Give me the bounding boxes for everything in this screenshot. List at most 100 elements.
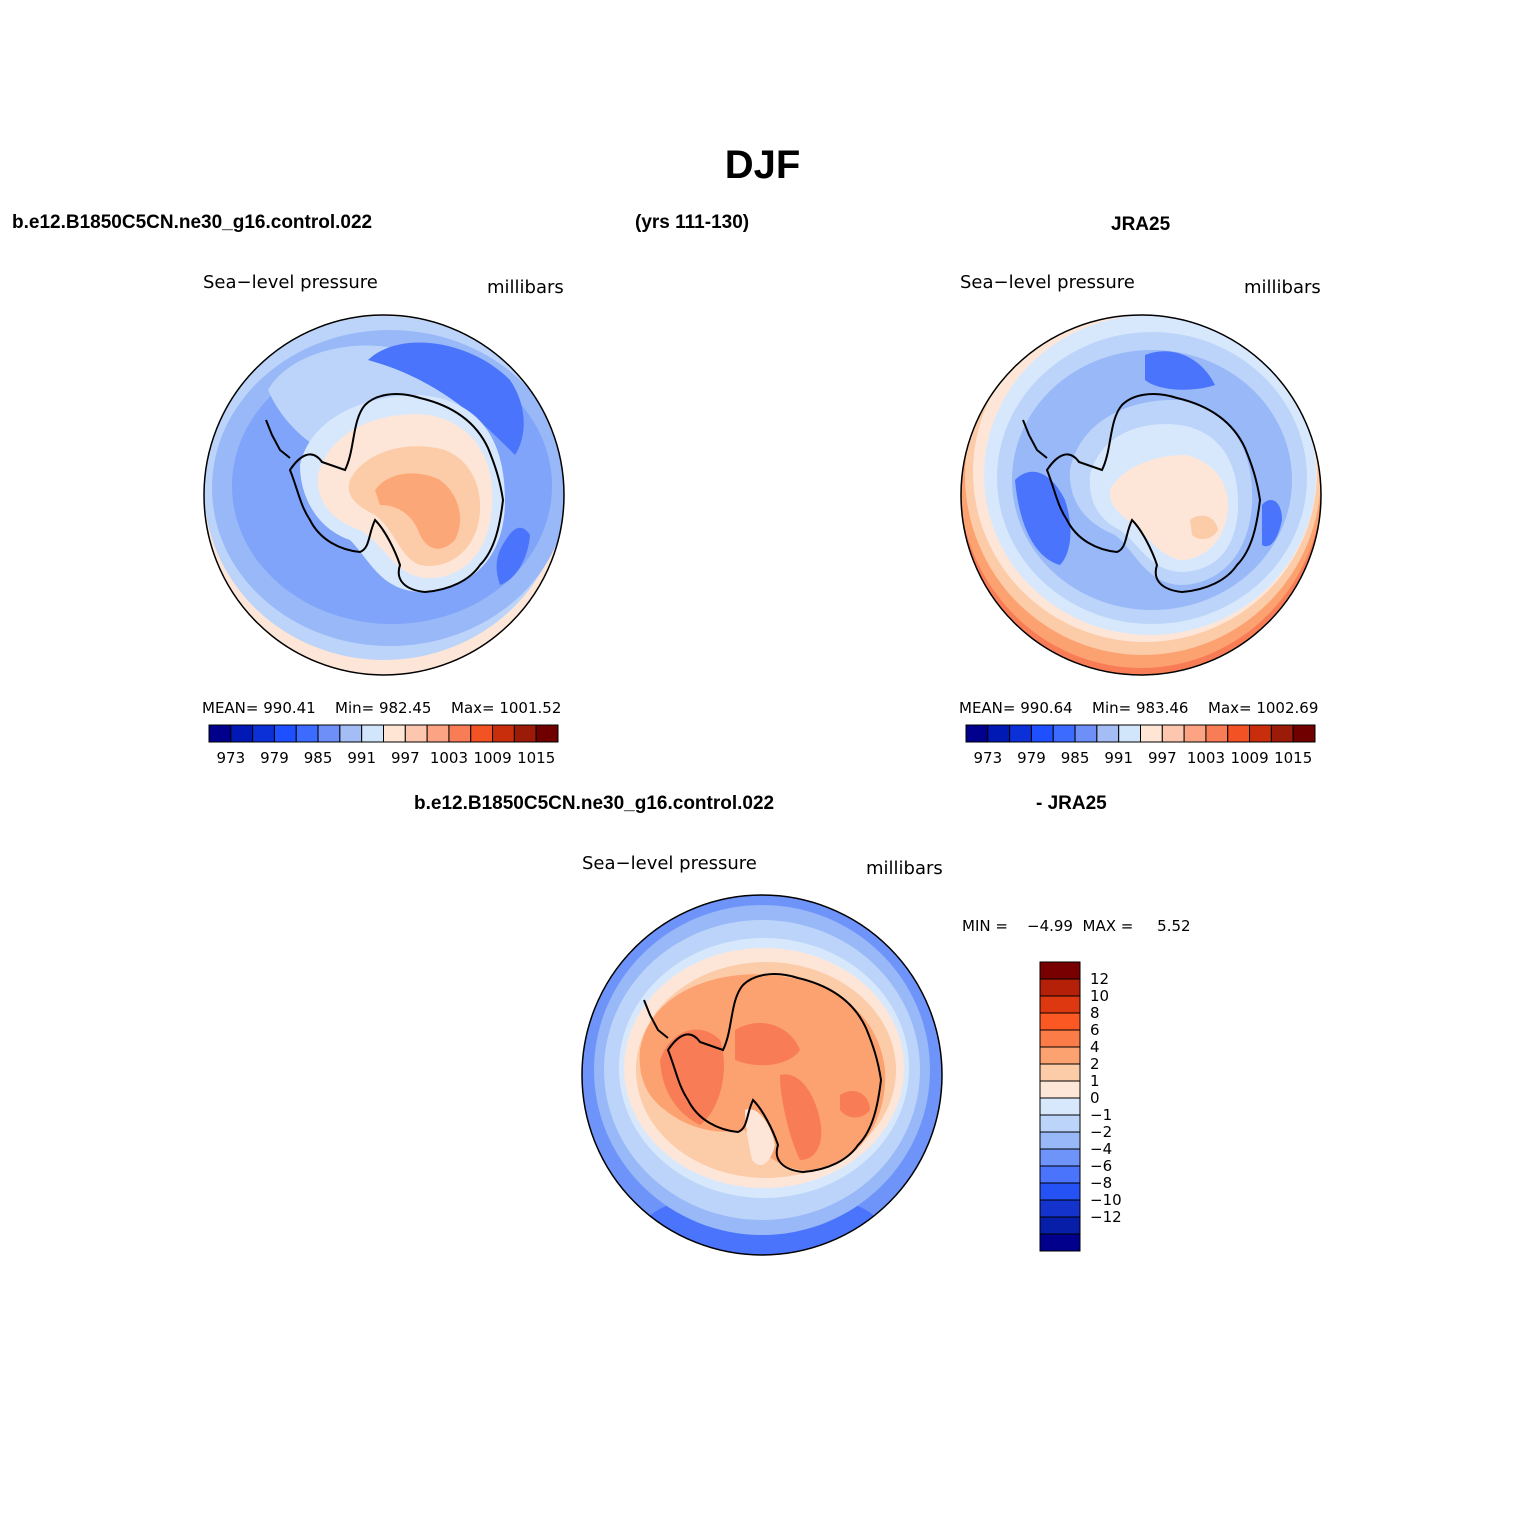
model-max-stat: Max= 1001.52	[451, 699, 562, 717]
obs-colorbar-swatch	[1205, 724, 1229, 743]
diff-colorbar-swatch	[1039, 1046, 1081, 1065]
model-colorbar-swatch	[404, 724, 428, 743]
model-colorbar-swatch	[448, 724, 472, 743]
model-colorbar-tick-label: 991	[347, 749, 376, 767]
model-mean-stat: MEAN= 990.41	[202, 699, 316, 717]
diff-colorbar-tick-label: 0	[1090, 1089, 1100, 1107]
model-colorbar-tick-label: 973	[216, 749, 245, 767]
obs-colorbar-swatch	[1118, 724, 1141, 743]
diff-units-label: millibars	[866, 858, 943, 879]
model-colorbar-tick-label: 1015	[517, 749, 555, 767]
diff-colorbar-swatch	[1039, 961, 1081, 980]
model-colorbar-tick-label: 1009	[473, 749, 511, 767]
model-min-stat: Min= 982.45	[335, 699, 432, 717]
diff-colorbar-swatch	[1039, 1114, 1081, 1133]
diff-case-suffix: - JRA25	[1036, 793, 1107, 814]
diff-colorbar-swatch	[1039, 1216, 1081, 1235]
diff-colorbar-tick-label: 12	[1090, 970, 1109, 988]
obs-colorbar-tick-label: 1009	[1230, 749, 1268, 767]
obs-colorbar-tick-label: 991	[1104, 749, 1133, 767]
obs-colorbar-swatch	[1227, 724, 1251, 743]
diff-colorbar-swatch	[1039, 995, 1081, 1014]
model-field-label: Sea−level pressure	[203, 272, 378, 293]
diff-colorbar-swatch	[1039, 1063, 1081, 1082]
model-polar-map	[203, 314, 565, 676]
obs-colorbar-tick-label: 985	[1061, 749, 1090, 767]
obs-colorbar-swatch	[1161, 724, 1185, 743]
model-colorbar-swatch	[273, 724, 297, 743]
obs-colorbar-swatch	[1183, 724, 1207, 743]
diff-colorbar-tick-label: 10	[1090, 987, 1109, 1005]
diff-colorbar-tick-label: −8	[1090, 1174, 1112, 1192]
obs-max-stat: Max= 1002.69	[1208, 699, 1319, 717]
diff-colorbar-tick-label: 8	[1090, 1004, 1100, 1022]
diff-colorbar-tick-label: −4	[1090, 1140, 1112, 1158]
obs-colorbar-swatch	[1270, 724, 1294, 743]
obs-colorbar-swatch	[1009, 724, 1032, 743]
diff-colorbar-tick-label: −2	[1090, 1123, 1112, 1141]
model-colorbar-swatch	[339, 724, 363, 743]
obs-case-label: JRA25	[1111, 214, 1171, 235]
diff-colorbar-swatch	[1039, 1080, 1081, 1099]
model-colorbar-swatch	[492, 724, 515, 743]
diff-field-label: Sea−level pressure	[582, 853, 757, 874]
diff-colorbar-tick-label: 6	[1090, 1021, 1100, 1039]
diff-colorbar-swatch	[1039, 1131, 1081, 1150]
model-colorbar-tick-label: 997	[391, 749, 420, 767]
model-colorbar-swatch	[317, 724, 341, 743]
obs-units-label: millibars	[1244, 277, 1321, 298]
diff-colorbar-swatch	[1039, 1199, 1081, 1218]
diff-colorbar-swatch	[1039, 1148, 1081, 1167]
model-colorbar-swatch	[230, 724, 254, 743]
diff-colorbar-swatch	[1039, 1233, 1081, 1252]
diff-colorbar-swatch	[1039, 1165, 1081, 1184]
diff-colorbar-tick-label: −1	[1090, 1106, 1112, 1124]
obs-colorbar-tick-label: 1015	[1274, 749, 1312, 767]
obs-colorbar-tick-label: 1003	[1187, 749, 1225, 767]
obs-colorbar-swatch	[1074, 724, 1098, 743]
obs-colorbar-swatch	[1292, 724, 1316, 743]
obs-colorbar-swatch	[1030, 724, 1054, 743]
obs-polar-map	[960, 314, 1322, 676]
model-colorbar-swatch	[470, 724, 494, 743]
obs-colorbar-swatch	[1249, 724, 1272, 743]
model-colorbar: 973 979 985 991 997 1003 1009 1015	[208, 724, 559, 767]
diff-colorbar-swatch	[1039, 1012, 1081, 1031]
obs-colorbar-swatch	[1140, 724, 1163, 743]
model-colorbar-tick-label: 985	[304, 749, 333, 767]
model-colorbar-tick-label: 979	[260, 749, 289, 767]
diff-colorbar-swatch	[1039, 1029, 1081, 1048]
obs-colorbar-tick-label: 997	[1148, 749, 1177, 767]
diff-colorbar-swatch	[1039, 1182, 1081, 1201]
obs-colorbar-swatch	[1096, 724, 1120, 743]
obs-colorbar-swatch	[965, 724, 989, 743]
diff-colorbar-tick-label: −6	[1090, 1157, 1112, 1175]
diff-colorbar-swatch	[1039, 978, 1081, 997]
diff-colorbar-tick-label: −12	[1090, 1208, 1122, 1226]
model-case-label: b.e12.B1850C5CN.ne30_g16.control.022	[12, 212, 373, 233]
obs-colorbar-swatch	[1052, 724, 1076, 743]
diff-case-label: b.e12.B1850C5CN.ne30_g16.control.022	[414, 793, 775, 814]
model-colorbar-swatch	[383, 724, 406, 743]
model-colorbar-tick-label: 1003	[430, 749, 468, 767]
model-colorbar-swatch	[513, 724, 537, 743]
model-colorbar-swatch	[252, 724, 275, 743]
obs-colorbar-tick-label: 973	[973, 749, 1002, 767]
model-units-label: millibars	[487, 277, 564, 298]
obs-field-label: Sea−level pressure	[960, 272, 1135, 293]
model-years-label: (yrs 111-130)	[635, 212, 750, 233]
diff-colorbar-tick-label: 2	[1090, 1055, 1100, 1073]
model-colorbar-swatch	[426, 724, 450, 743]
diff-minmax-stat: MIN = −4.99 MAX = 5.52	[962, 917, 1191, 935]
figure-title: DJF	[724, 143, 801, 187]
model-colorbar-swatch	[361, 724, 384, 743]
model-colorbar-swatch	[535, 724, 559, 743]
diff-colorbar-tick-label: 1	[1090, 1072, 1100, 1090]
diff-colorbar-swatch	[1039, 1097, 1081, 1116]
obs-colorbar: 973 979 985 991 997 1003 1009 1015	[965, 724, 1316, 767]
model-colorbar-swatch	[295, 724, 319, 743]
diff-polar-map	[581, 894, 943, 1256]
obs-min-stat: Min= 983.46	[1092, 699, 1189, 717]
